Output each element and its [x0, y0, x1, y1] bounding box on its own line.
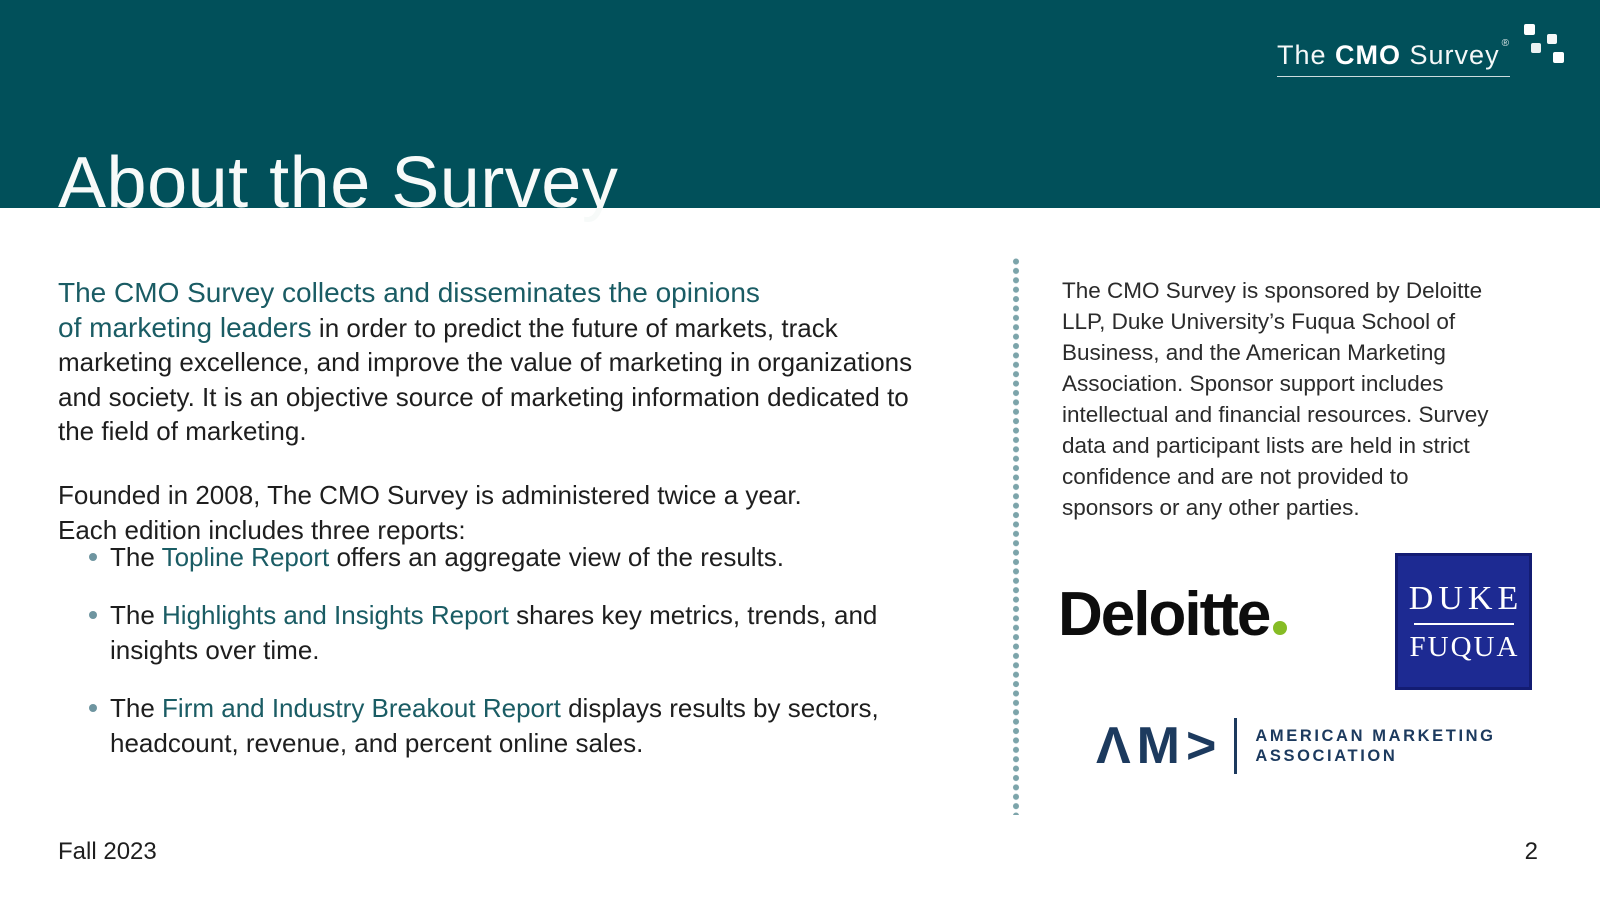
- header-band: About the Survey The CMO Survey ®: [0, 0, 1600, 221]
- ama-text-line2: ASSOCIATION: [1255, 746, 1398, 765]
- ama-logo: ΛM> AMERICAN MARKETING ASSOCIATION: [1096, 718, 1496, 774]
- ama-text-line1: AMERICAN MARKETING: [1255, 727, 1496, 745]
- list-item-highlights-report: The Highlights and Insights Report share…: [58, 598, 906, 668]
- list-item-topline-report: The Topline Report offers an aggregate v…: [58, 540, 906, 575]
- bullet-icon: [89, 611, 97, 619]
- deloitte-logo: Deloitte: [1058, 584, 1288, 646]
- edition-label: Fall 2023: [58, 838, 157, 865]
- logo-squares-icon: [1553, 52, 1564, 63]
- bullet-prefix: The: [110, 693, 163, 723]
- sponsor-paragraph: The CMO Survey is sponsored by Deloitte …: [1062, 277, 1489, 520]
- logo-word-survey: Survey: [1401, 40, 1500, 70]
- ama-logo-divider: [1234, 718, 1238, 774]
- ama-symbol-icon: ΛM>: [1096, 717, 1223, 775]
- reports-list: The Topline Report offers an aggregate v…: [58, 540, 906, 784]
- report-name: Firm and Industry Breakout Report: [162, 693, 561, 723]
- dotted-divider: [1012, 257, 1020, 815]
- deloitte-green-dot-icon: [1273, 621, 1288, 635]
- intro-paragraph: The CMO Survey collects and disseminates…: [58, 276, 914, 449]
- bullet-text: displays results by sectors, headcount, …: [110, 693, 879, 758]
- report-name: Highlights and Insights Report: [162, 600, 509, 630]
- cmo-survey-logo: The CMO Survey ®: [1250, 24, 1580, 80]
- registered-trademark-icon: ®: [1501, 38, 1510, 49]
- ama-logo-text: AMERICAN MARKETING ASSOCIATION: [1255, 728, 1495, 764]
- logo-squares-icon: [1531, 43, 1541, 53]
- page-number: 2: [1524, 838, 1538, 865]
- duke-fuqua-logo: DUKE FUQUA: [1395, 553, 1532, 690]
- founded-paragraph: Founded in 2008, The CMO Survey is admin…: [58, 480, 802, 545]
- duke-logo-line1: DUKE: [1408, 579, 1524, 617]
- logo-squares-icon: [1547, 34, 1557, 44]
- bullet-text: shares key metrics, trends, and insights…: [110, 600, 878, 665]
- list-item-breakout-report: The Firm and Industry Breakout Report di…: [58, 691, 906, 761]
- page-title: About the Survey: [58, 143, 619, 224]
- intro-highlight: The CMO Survey collects and disseminates…: [58, 277, 760, 308]
- logo-word-the: The: [1277, 40, 1336, 70]
- cmo-survey-wordmark: The CMO Survey ®: [1277, 30, 1510, 77]
- bullet-prefix: The: [110, 600, 163, 630]
- duke-logo-line2: FUQUA: [1409, 630, 1520, 663]
- duke-logo-divider: [1413, 622, 1514, 625]
- deloitte-wordmark: Deloitte: [1058, 580, 1271, 649]
- report-name: Topline Report: [161, 542, 330, 572]
- intro-highlight: of marketing leaders: [58, 311, 312, 343]
- bullet-text: offers an aggregate view of the results.: [329, 542, 785, 572]
- bullet-prefix: The: [110, 542, 162, 572]
- bullet-icon: [89, 704, 97, 712]
- intro-body-text: in order to predict the future of market…: [58, 312, 913, 447]
- bullet-icon: [89, 553, 97, 561]
- logo-squares-icon: [1524, 24, 1535, 35]
- logo-word-cmo: CMO: [1335, 40, 1402, 70]
